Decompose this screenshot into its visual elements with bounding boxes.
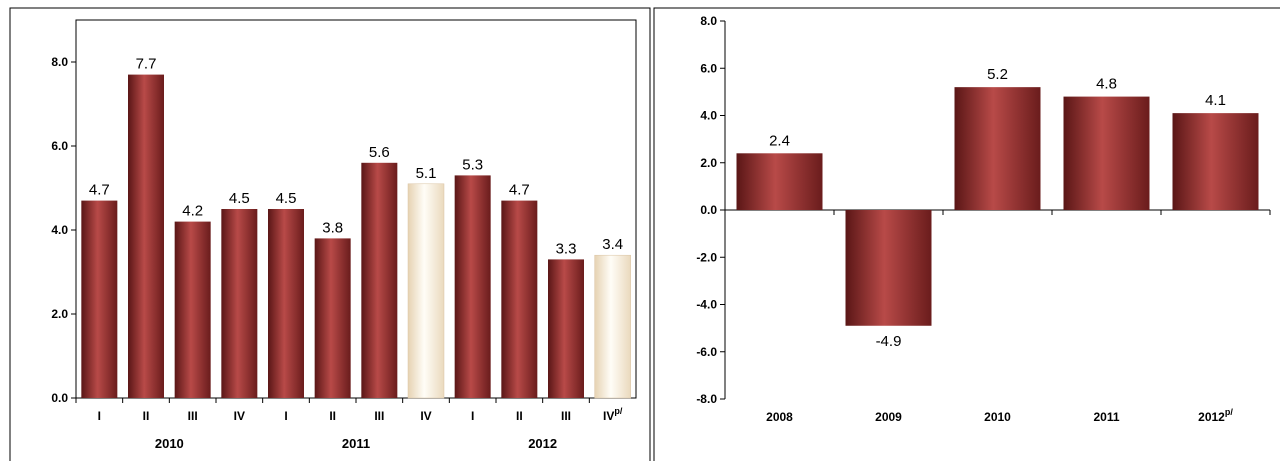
right-bars [725,87,1270,326]
left-x-tick-label: IVp/ [603,406,623,423]
right-x-tick-text: 2009 [875,410,902,424]
left-x-tick-text: III [561,409,571,423]
right-y-tick-label: -8.0 [696,392,717,406]
left-x-tick-text: II [516,409,523,423]
left-bar [407,183,445,399]
left-x-tick-text: I [471,409,474,423]
left-x-tick-text: I [284,409,287,423]
left-data-label: 7.7 [136,56,157,73]
left-chart: 0.0 2.0 4.0 6.0 8.0 4.7 7.7 4.2 4.5 4.5 3.8 5.6 5.1… [51,55,631,451]
left-x-axis: I II III IV I II III IV I II III IVp/ [75,398,623,423]
left-data-label: 5.1 [416,165,437,182]
right-x-tick-text: 2012 [1198,410,1225,424]
left-bar [221,209,258,398]
left-year-groups: 2010 2011 2012 [155,436,557,451]
left-x-tick-label: III [374,409,384,423]
left-x-tick-label: IV [420,409,431,423]
left-x-tick-text: II [329,409,336,423]
left-bar [314,238,351,398]
left-x-tick-text: III [188,409,198,423]
left-y-axis: 0.0 2.0 4.0 6.0 8.0 [51,55,76,405]
left-data-label: 3.4 [602,236,623,253]
right-data-label: 4.1 [1205,92,1226,109]
left-y-tick-label: 6.0 [51,139,68,153]
left-x-tick-text: II [143,409,150,423]
right-x-tick-text: 2010 [984,410,1011,424]
left-x-tick-text: IV [603,409,614,423]
right-y-tick-label: -2.0 [696,250,717,264]
left-x-tick-label: III [561,409,571,423]
left-bar [174,221,211,398]
left-data-label: 4.5 [276,190,297,207]
left-x-tick-label: I [284,409,287,423]
left-x-tick-text: III [374,409,384,423]
left-y-tick-label: 2.0 [51,307,68,321]
left-x-tick-text: IV [234,409,245,423]
left-year-group-label: 2011 [342,436,370,451]
left-x-tick-label: IV [234,409,245,423]
left-year-group-label: 2012 [528,436,557,451]
left-data-label: 4.7 [509,182,530,199]
left-x-tick-label: III [188,409,198,423]
right-bar [1172,113,1259,210]
left-bar [594,254,631,399]
right-y-tick-label: -4.0 [696,298,717,312]
right-data-label: 2.4 [769,132,790,149]
left-bar [454,175,491,398]
left-data-label: 3.8 [322,219,343,236]
left-bars [81,74,631,399]
left-x-tick-label: I [98,409,101,423]
right-y-tick-label: 4.0 [700,109,717,123]
left-bar [81,200,118,398]
right-bar [736,153,823,210]
right-y-tick-label: 6.0 [700,61,717,75]
right-data-label: 5.2 [987,66,1008,83]
right-bar [954,87,1041,210]
left-bar [128,74,164,398]
right-y-tick-label: -6.0 [696,345,717,359]
right-y-tick-label: 8.0 [700,14,717,28]
right-chart: -8.0 -6.0 -4.0 -2.0 0.0 2.0 4.0 6.0 8.0 2.4 -4.9 5… [696,14,1271,424]
left-x-tick-label: II [143,409,150,423]
right-x-tick-label: 2008 [766,410,793,424]
right-x-tick-label: 2009 [875,410,902,424]
left-x-tick-label: II [516,409,523,423]
left-data-label: 5.6 [369,144,390,161]
right-data-label: -4.9 [876,333,902,350]
left-y-tick-label: 4.0 [51,223,68,237]
left-data-label: 4.2 [182,203,203,220]
right-x-tick-text: 2011 [1093,410,1119,424]
left-bar [501,200,538,398]
left-data-label: 4.7 [89,182,110,199]
right-data-label: 4.8 [1096,76,1117,93]
left-bar [548,259,584,398]
left-x-tick-text: I [98,409,101,423]
right-y-tick-label: 0.0 [700,203,717,217]
left-x-tick-text: IV [420,409,431,423]
right-bar [845,210,932,326]
right-x-tick-superscript: p/ [1225,407,1233,417]
right-x-tick-text: 2008 [766,410,793,424]
left-x-tick-label: II [329,409,336,423]
left-y-tick-label: 0.0 [51,391,68,405]
left-data-label: 5.3 [462,156,483,173]
left-x-tick-superscript: p/ [614,406,622,416]
left-bar [268,209,304,398]
left-year-group-label: 2010 [155,436,184,451]
right-x-tick-label: 2010 [984,410,1011,424]
left-data-label: 3.3 [556,240,577,257]
right-bar [1063,96,1150,210]
right-data-labels: 2.4 -4.9 5.2 4.8 4.1 [769,66,1226,350]
right-chart-frame [653,7,1280,461]
left-bar [361,162,398,398]
left-y-tick-label: 8.0 [51,55,68,69]
right-x-axis: 2008 2009 2010 2011 2012p/ [766,210,1271,424]
right-y-tick-label: 2.0 [700,156,717,170]
left-data-labels: 4.7 7.7 4.2 4.5 4.5 3.8 5.6 5.1 5.3 4.7 3.3 3.4 [89,56,623,258]
right-x-tick-label: 2011 [1093,410,1119,424]
left-data-label: 4.5 [229,190,250,207]
left-x-tick-label: I [471,409,474,423]
right-x-tick-label: 2012p/ [1198,407,1233,424]
